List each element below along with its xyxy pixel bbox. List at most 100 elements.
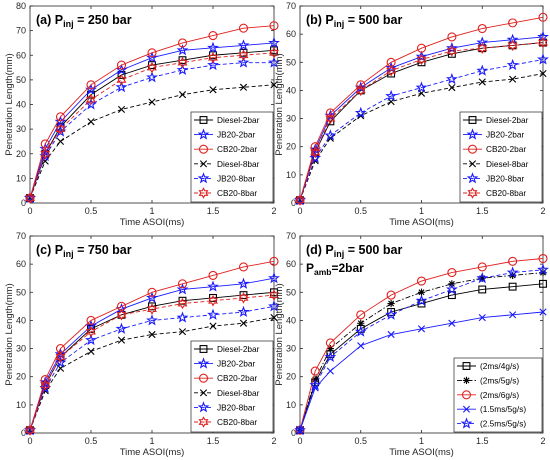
legend-marker xyxy=(467,144,478,154)
legend-marker xyxy=(462,405,471,413)
data-point xyxy=(325,338,335,348)
data-point xyxy=(146,71,158,83)
data-point xyxy=(148,330,156,339)
series-1 xyxy=(24,36,280,204)
legend-marker xyxy=(198,187,209,199)
data-point xyxy=(324,129,337,141)
data-point xyxy=(539,268,547,277)
data-point xyxy=(356,80,366,90)
x-tick-label: 0 xyxy=(27,436,32,446)
x-tick-label: 0.5 xyxy=(85,436,98,446)
y-tick-label: 20 xyxy=(16,372,26,382)
data-point xyxy=(55,351,66,363)
data-point xyxy=(176,283,189,295)
data-point xyxy=(237,39,250,51)
y-tick-label: 40 xyxy=(286,85,296,95)
legend-marker xyxy=(462,362,471,370)
data-point xyxy=(447,268,457,278)
legend-marker xyxy=(197,357,210,369)
panel-title-main: (d) P xyxy=(306,243,334,257)
x-tick-label: 1.5 xyxy=(207,436,220,446)
data-point xyxy=(237,305,250,318)
y-tick-label: 60 xyxy=(16,50,26,60)
legend-entry: JB20-8bar xyxy=(194,172,256,184)
series-line xyxy=(299,59,544,201)
data-point xyxy=(177,56,188,69)
data-point xyxy=(148,98,156,106)
legend-label: CB20-8bar xyxy=(486,188,526,198)
y-tick-label: 10 xyxy=(16,173,26,183)
legend-marker xyxy=(467,187,478,199)
legend-marker xyxy=(468,160,477,168)
legend-entry: JB20-2bar xyxy=(194,128,256,140)
data-point xyxy=(309,151,322,163)
data-point xyxy=(40,139,50,149)
panel-title-rest: = 750 bar xyxy=(74,243,132,257)
legend-label: JB20-8bar xyxy=(217,173,256,183)
y-tick-label: 0 xyxy=(21,198,26,208)
data-point xyxy=(309,378,322,391)
data-point xyxy=(117,336,126,344)
series-line xyxy=(29,25,275,199)
legend-marker xyxy=(197,401,210,413)
legend-label: CB20-8bar xyxy=(217,417,257,427)
x-tick-label: 1 xyxy=(149,206,154,216)
y-tick-label: 50 xyxy=(286,287,296,297)
data-point xyxy=(208,51,218,64)
y-tick-label: 30 xyxy=(286,344,296,354)
data-point xyxy=(268,36,280,48)
series-line xyxy=(299,16,544,201)
data-point xyxy=(269,47,279,59)
data-point xyxy=(445,283,458,295)
data-point xyxy=(208,270,218,280)
data-point xyxy=(294,423,306,436)
data-point xyxy=(147,61,157,74)
series-5 xyxy=(295,36,548,206)
x-tick-label: 0 xyxy=(297,436,302,446)
series-line xyxy=(299,269,544,431)
series-2 xyxy=(25,21,279,203)
data-point xyxy=(355,84,366,97)
x-tick-label: 0.5 xyxy=(354,436,367,446)
data-point xyxy=(115,81,128,93)
data-point xyxy=(539,308,547,316)
series-line xyxy=(29,260,275,431)
x-tick-label: 2 xyxy=(271,436,276,446)
data-point xyxy=(239,319,248,327)
panel-title-subscript: inj xyxy=(334,249,345,259)
x-tick-label: 0.5 xyxy=(354,206,367,216)
legend-marker xyxy=(199,345,208,353)
data-point xyxy=(178,91,187,99)
legend-label: (2ms/5g/s) xyxy=(480,375,519,385)
y-tick-label: 20 xyxy=(286,372,296,382)
data-point xyxy=(387,299,395,308)
y-tick-label: 10 xyxy=(286,170,296,180)
data-point xyxy=(146,51,158,63)
series-4 xyxy=(294,263,549,436)
y-tick-label: 60 xyxy=(286,29,296,39)
x-axis-label: Time ASOI(ms) xyxy=(120,217,185,228)
data-point xyxy=(326,367,334,375)
x-tick-label: 0 xyxy=(297,206,302,216)
data-point xyxy=(447,32,457,42)
legend: (2ms/4g/s) (2ms/5g/s) (2ms/6g/s) (1.5ms/5g/… xyxy=(453,357,543,433)
legend-marker xyxy=(197,172,210,184)
series-2 xyxy=(295,253,548,435)
x-axis-label: Time ASOI(ms) xyxy=(389,447,454,458)
y-tick-label: 40 xyxy=(16,315,26,325)
panel-subtitle-subscript: amb xyxy=(314,267,331,277)
series-line xyxy=(29,52,275,199)
series-line xyxy=(29,49,275,199)
y-tick-label: 30 xyxy=(16,124,26,134)
data-point xyxy=(85,333,97,346)
data-point xyxy=(415,81,428,93)
legend-marker xyxy=(466,128,479,140)
data-point xyxy=(537,263,549,275)
data-point xyxy=(537,53,549,65)
data-point xyxy=(477,23,487,34)
data-point xyxy=(176,63,189,76)
legend-label: (1.5ms/5g/s) xyxy=(480,404,526,414)
legend-label: (2.5ms/5g/s) xyxy=(480,419,526,429)
